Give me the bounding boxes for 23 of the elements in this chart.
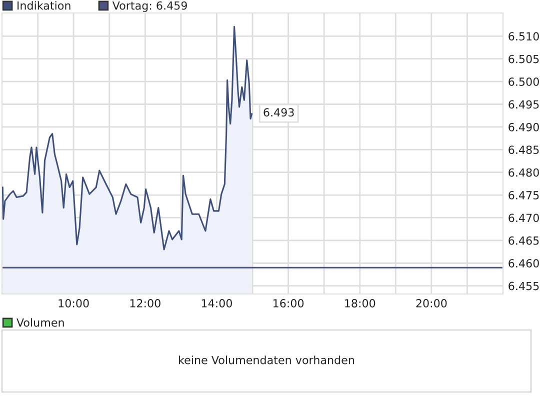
y-tick-label: 6.495 <box>508 100 539 109</box>
legend-label: Indikation <box>18 1 70 10</box>
y-tick-label: 6.470 <box>508 214 539 222</box>
legend-label: Volumen <box>16 318 64 327</box>
y-tick-label: 6.485 <box>508 146 539 154</box>
x-tick-label: 10:00 <box>58 299 89 308</box>
annotation: 6.493 <box>264 108 294 117</box>
x-tick-label: 20:00 <box>416 299 447 308</box>
y-tick-label: 6.505 <box>508 54 539 64</box>
text: keine Volumendaten vorhanden <box>179 356 354 364</box>
x-tick-label: 14:00 <box>202 299 232 308</box>
y-tick-label: 6.465 <box>508 236 539 245</box>
y-tick-label: 6.510 <box>508 32 539 41</box>
legend-label: Vortag: 6.459 <box>112 1 187 12</box>
x-tick-label: 18:00 <box>345 299 376 308</box>
y-tick-label: 6.475 <box>508 191 539 200</box>
y-tick-label: 6.480 <box>508 168 539 177</box>
x-tick-label: 16:00 <box>273 299 304 308</box>
y-tick-label: 6.490 <box>508 122 539 132</box>
y-tick-label: 6.455 <box>508 282 539 290</box>
y-tick-label: 6.500 <box>508 78 539 86</box>
y-tick-label: 6.460 <box>508 259 539 268</box>
x-tick-label: 12:00 <box>130 299 160 308</box>
